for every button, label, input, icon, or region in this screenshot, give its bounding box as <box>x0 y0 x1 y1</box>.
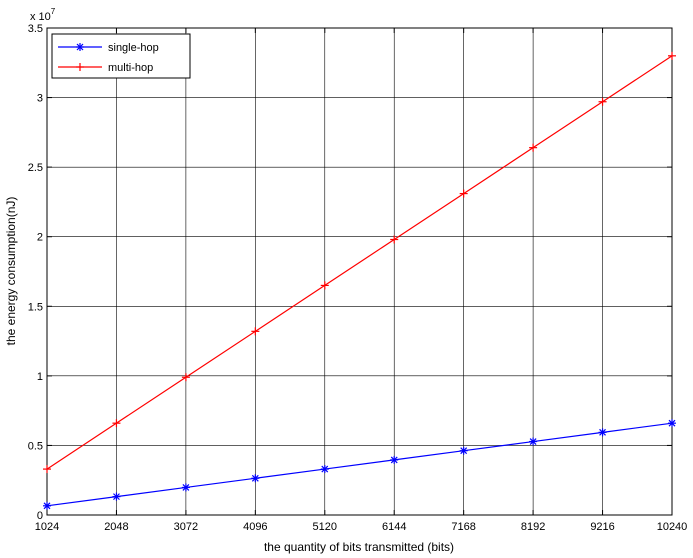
x-axis-label: the quantity of bits transmitted (bits) <box>264 540 454 554</box>
data-point-multi-hop <box>251 327 260 336</box>
data-point-multi-hop <box>598 97 607 106</box>
data-point-single-hop <box>251 474 260 483</box>
data-point-multi-hop <box>320 281 329 290</box>
legend-label: single-hop <box>108 42 159 54</box>
data-point-single-hop <box>43 501 51 510</box>
x-tick-label: 5120 <box>313 521 337 533</box>
legend-entry-multi-hop: multi-hop <box>58 62 153 74</box>
y-tick-label: 3 <box>37 93 43 105</box>
data-point-single-hop <box>529 437 538 446</box>
y-tick-label: 2.5 <box>28 162 43 174</box>
data-point-multi-hop <box>112 419 121 428</box>
data-point-single-hop <box>320 465 329 474</box>
series-layer <box>43 51 676 510</box>
data-point-multi-hop <box>43 465 51 474</box>
legend-marker <box>76 63 84 71</box>
x-tick-label: 6144 <box>382 521 406 533</box>
data-point-single-hop <box>668 419 676 428</box>
y-tick-label: 1 <box>37 371 43 383</box>
y-tick-label: 0.5 <box>28 440 43 452</box>
data-point-multi-hop <box>181 373 190 382</box>
data-point-multi-hop <box>529 143 538 152</box>
y-tick-label: 0 <box>37 510 43 522</box>
legend-entry-single-hop: single-hop <box>58 42 159 54</box>
x-tick-label: 8192 <box>521 521 545 533</box>
x-tick-label: 2048 <box>104 521 128 533</box>
data-point-single-hop <box>598 428 607 437</box>
x-tick-label: 10240 <box>657 521 688 533</box>
x-tick-label: 3072 <box>174 521 198 533</box>
data-point-single-hop <box>459 446 468 455</box>
y-tick-label: 1.5 <box>28 301 43 313</box>
data-point-multi-hop <box>668 51 676 60</box>
data-point-multi-hop <box>390 235 399 244</box>
grid-lines <box>47 28 672 515</box>
x-tick-label: 7168 <box>451 521 475 533</box>
legend-marker <box>76 43 84 51</box>
y-tick-label: 2 <box>37 232 43 244</box>
y-tick-label: 3.5 <box>28 23 43 35</box>
series-line-multi-hop <box>46 55 673 470</box>
data-point-single-hop <box>112 492 121 501</box>
data-point-multi-hop <box>459 189 468 198</box>
x-tick-label: 4096 <box>243 521 267 533</box>
y-exponent-label: x 107 <box>30 7 56 23</box>
plot-frame <box>46 27 673 516</box>
legend-label: multi-hop <box>108 62 153 74</box>
series-line-single-hop <box>46 422 673 507</box>
legend: single-hop multi-hop <box>51 33 191 79</box>
legend-box <box>51 33 191 79</box>
data-point-single-hop <box>390 455 399 464</box>
y-axis-ticks: 0 0.5 1 1.5 2 2.5 3 3.5 <box>28 23 672 522</box>
x-tick-label: 9216 <box>590 521 614 533</box>
x-tick-label: 1024 <box>35 521 59 533</box>
x-axis-ticks: 1024 2048 3072 4096 5120 6144 7168 8192 9216 1024… <box>35 28 688 533</box>
data-point-single-hop <box>181 483 190 492</box>
y-axis-label: the energy consumption(nJ) <box>4 197 18 346</box>
